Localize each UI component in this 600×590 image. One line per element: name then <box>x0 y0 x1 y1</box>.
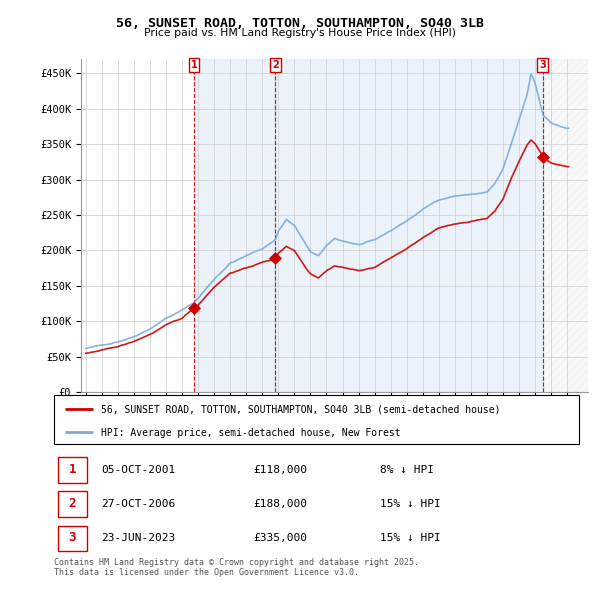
Text: 1: 1 <box>191 60 197 70</box>
Text: 15% ↓ HPI: 15% ↓ HPI <box>380 533 440 543</box>
Text: 56, SUNSET ROAD, TOTTON, SOUTHAMPTON, SO40 3LB (semi-detached house): 56, SUNSET ROAD, TOTTON, SOUTHAMPTON, SO… <box>101 405 501 415</box>
Text: 2: 2 <box>68 497 76 510</box>
Text: 8% ↓ HPI: 8% ↓ HPI <box>380 465 433 475</box>
Bar <box>58 526 87 551</box>
Bar <box>542 59 588 392</box>
Text: £188,000: £188,000 <box>254 499 308 509</box>
Text: 1: 1 <box>68 463 76 476</box>
Text: £118,000: £118,000 <box>254 465 308 475</box>
Text: Contains HM Land Registry data © Crown copyright and database right 2025.
This d: Contains HM Land Registry data © Crown c… <box>54 558 419 577</box>
Text: 3: 3 <box>539 60 546 70</box>
Text: HPI: Average price, semi-detached house, New Forest: HPI: Average price, semi-detached house,… <box>101 428 401 438</box>
Bar <box>58 457 87 483</box>
Text: 2: 2 <box>272 60 279 70</box>
Text: £335,000: £335,000 <box>254 533 308 543</box>
Text: 23-JUN-2023: 23-JUN-2023 <box>101 533 176 543</box>
Text: 56, SUNSET ROAD, TOTTON, SOUTHAMPTON, SO40 3LB: 56, SUNSET ROAD, TOTTON, SOUTHAMPTON, SO… <box>116 17 484 30</box>
Text: 15% ↓ HPI: 15% ↓ HPI <box>380 499 440 509</box>
Bar <box>58 491 87 517</box>
Text: Price paid vs. HM Land Registry's House Price Index (HPI): Price paid vs. HM Land Registry's House … <box>144 28 456 38</box>
Bar <box>275 59 542 392</box>
Bar <box>194 59 275 392</box>
Text: 3: 3 <box>68 532 76 545</box>
Text: 27-OCT-2006: 27-OCT-2006 <box>101 499 176 509</box>
Text: 05-OCT-2001: 05-OCT-2001 <box>101 465 176 475</box>
